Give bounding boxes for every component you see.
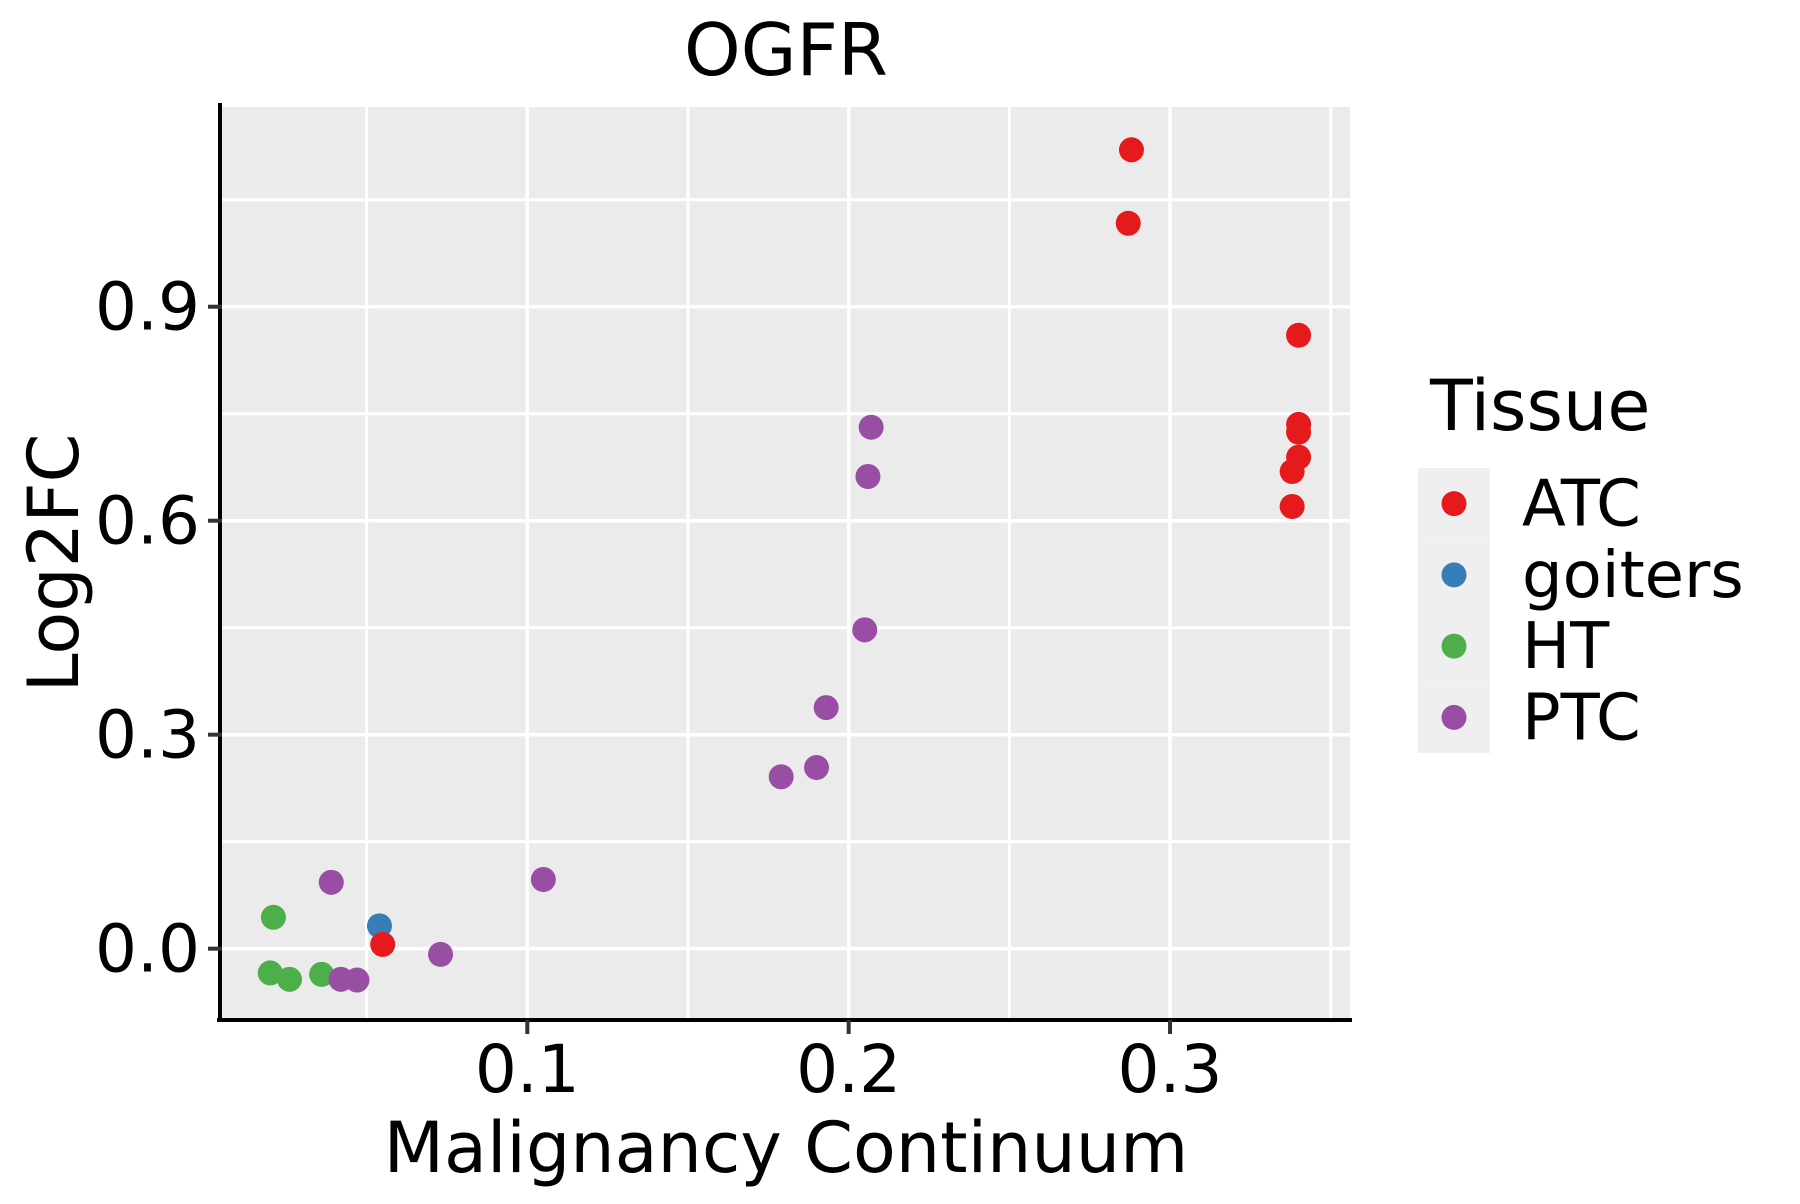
scatter-point-ATC <box>1115 210 1141 236</box>
scatter-points <box>257 137 1312 993</box>
scatter-point-HT <box>276 966 302 992</box>
scatter-point-HT <box>257 960 283 986</box>
scatter-point-PTC <box>428 941 454 967</box>
scatter-point-PTC <box>855 463 881 489</box>
legend-label-HT: HT <box>1522 610 1610 684</box>
scatter-point-PTC <box>768 764 794 790</box>
x-axis-title: Malignancy Continuum <box>384 1107 1189 1189</box>
y-tick-label: 0.9 <box>95 269 200 346</box>
tick-marks <box>208 304 1173 1034</box>
tick-labels: 0.1 0.2 0.3 0.0 0.3 0.6 0.9 <box>95 269 1222 1108</box>
legend-label-PTC: PTC <box>1522 681 1641 755</box>
scatter-point-ATC <box>1118 137 1144 163</box>
y-tick-label: 0.0 <box>95 911 200 988</box>
scatter-point-ATC <box>1279 493 1305 519</box>
scatter-point-PTC <box>530 866 556 892</box>
scatter-point-PTC <box>344 967 370 993</box>
scatter-point-PTC <box>858 414 884 440</box>
scatter-point-ATC <box>1279 458 1305 484</box>
x-tick-label: 0.3 <box>1118 1031 1223 1108</box>
x-tick-label: 0.1 <box>475 1031 580 1108</box>
minor-gridlines <box>222 107 1350 1020</box>
panel-background <box>222 107 1350 1020</box>
major-gridlines <box>222 107 1350 1020</box>
scatter-point-PTC <box>852 617 878 643</box>
legend-dot-PTC <box>1441 704 1467 730</box>
scatter-point-ATC <box>1286 419 1312 445</box>
scatter-point-goiters <box>366 913 392 939</box>
scatter-point-PTC <box>804 754 830 780</box>
scatter-point-PTC <box>318 869 344 895</box>
scatter-point-HT <box>260 904 286 930</box>
scatter-point-HT <box>309 961 335 987</box>
scatter-point-ATC <box>1286 322 1312 348</box>
legend-label-ATC: ATC <box>1522 468 1641 542</box>
scatter-point-ATC <box>370 931 396 957</box>
legend-dot-ATC <box>1441 491 1467 517</box>
legend-dot-HT <box>1441 633 1467 659</box>
y-tick-label: 0.6 <box>95 483 200 560</box>
y-tick-label: 0.3 <box>95 697 200 774</box>
x-tick-label: 0.2 <box>796 1031 901 1108</box>
legend-dot-goiters <box>1441 562 1467 588</box>
legend-label-goiters: goiters <box>1522 539 1744 613</box>
legend-title: Tissue <box>1429 365 1650 447</box>
scatter-point-PTC <box>813 695 839 721</box>
y-axis-title: Log2FC <box>13 434 95 693</box>
plot-title: OGFR <box>684 8 888 92</box>
